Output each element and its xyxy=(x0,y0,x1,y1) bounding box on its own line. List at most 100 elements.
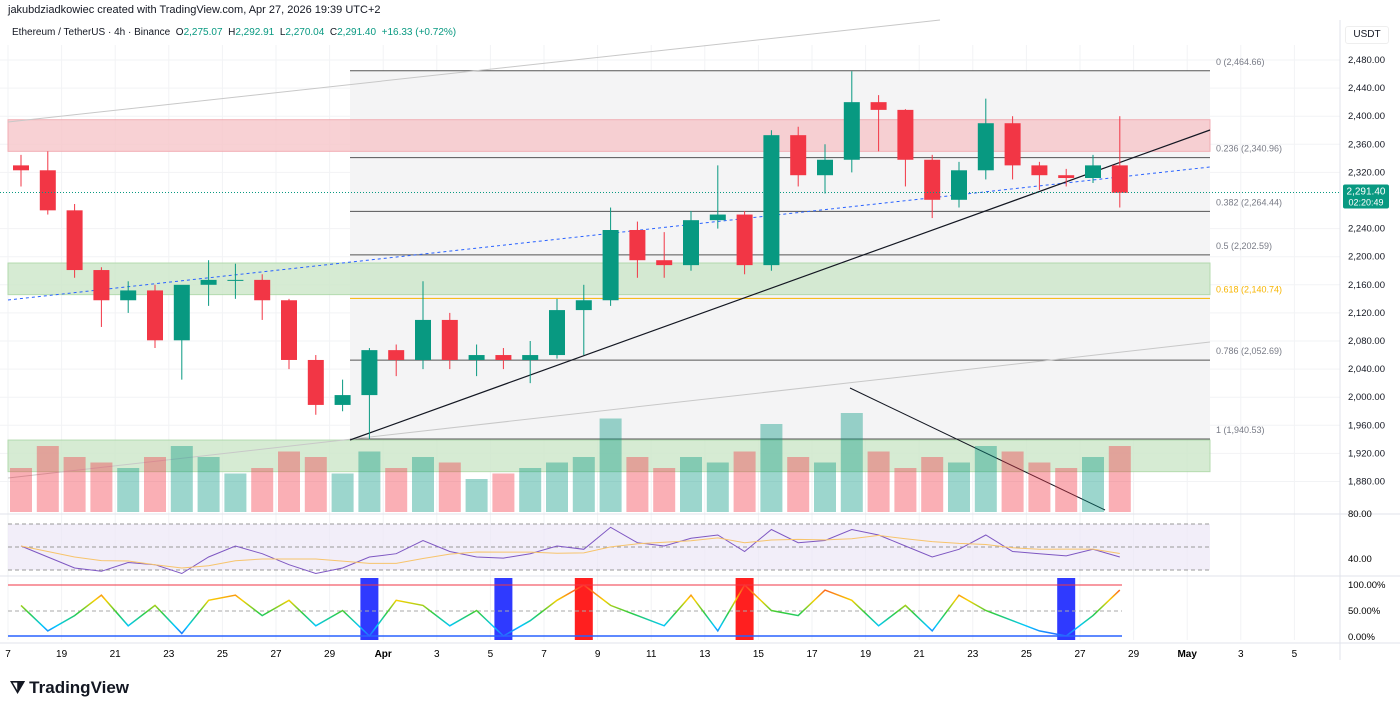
volume-bar xyxy=(90,462,113,512)
price-axis-label: 2,120.00 xyxy=(1348,308,1385,319)
volume-bar xyxy=(787,457,810,512)
low-label: L xyxy=(279,27,286,38)
fib-level-label: 0.786 (2,052.69) xyxy=(1216,346,1282,356)
candle-body xyxy=(1111,165,1128,193)
tradingview-logo: ⧩ TradingView xyxy=(10,678,129,698)
time-axis-label: 17 xyxy=(806,649,818,660)
stoch-axis-label: 50.00% xyxy=(1348,606,1381,617)
time-axis-label: 25 xyxy=(217,649,229,660)
time-axis-label: 21 xyxy=(110,649,122,660)
low-value: 2,270.04 xyxy=(285,27,325,38)
time-axis-label: May xyxy=(1177,649,1197,660)
volume-bar xyxy=(278,451,300,512)
volume-bar xyxy=(438,462,461,512)
close-value: 2,291.40 xyxy=(337,27,377,38)
change-value: +16.33 (+0.72%) xyxy=(381,27,457,38)
volume-bar xyxy=(894,468,917,512)
candle-body xyxy=(334,395,351,405)
time-axis-label: 29 xyxy=(1128,649,1140,660)
time-axis-label: 5 xyxy=(1292,649,1298,660)
candle-body xyxy=(575,300,592,311)
volume-bar xyxy=(733,451,756,512)
volume-bar xyxy=(1108,446,1131,512)
candle-body xyxy=(200,279,217,285)
candle-body xyxy=(441,319,458,360)
time-axis-label: 3 xyxy=(1238,649,1244,660)
price-axis-label: 2,360.00 xyxy=(1348,139,1385,150)
volume-bar xyxy=(117,468,140,512)
candle-body xyxy=(1058,175,1075,179)
time-axis-label: 21 xyxy=(914,649,926,660)
volume-bar xyxy=(519,468,542,512)
volume-bar xyxy=(412,457,434,512)
symbol-name[interactable]: Ethereum / TetherUS · 4h · Binance xyxy=(12,27,171,38)
time-axis-label: 29 xyxy=(324,649,336,660)
time-axis-label: 19 xyxy=(56,649,68,660)
currency-button[interactable]: USDT xyxy=(1345,26,1389,44)
volume-bar xyxy=(224,473,247,512)
volume-bar xyxy=(1001,451,1024,512)
stoch-axis-label: 0.00% xyxy=(1348,632,1375,643)
fib-level-label: 0.236 (2,340.96) xyxy=(1216,144,1282,154)
candle-body xyxy=(173,284,190,341)
volume-bar xyxy=(63,457,86,512)
candle-body xyxy=(629,230,646,261)
volume-bar xyxy=(304,457,327,512)
tv-logo-icon: ⧩ xyxy=(10,678,26,697)
price-axis-label: 2,040.00 xyxy=(1348,364,1385,375)
time-axis-label: 7 xyxy=(541,649,547,660)
open-value: 2,275.07 xyxy=(183,27,223,38)
volume-bar xyxy=(331,473,354,512)
time-axis-label: Apr xyxy=(375,649,392,660)
volume-bar xyxy=(385,468,408,512)
stoch-axis-label: 100.00% xyxy=(1348,580,1386,591)
rsi-ma-line xyxy=(20,534,1120,569)
time-axis-label: 27 xyxy=(1074,649,1086,660)
price-axis-label: 2,080.00 xyxy=(1348,336,1385,347)
price-axis-label: 2,400.00 xyxy=(1348,111,1385,122)
descending-trend-line xyxy=(849,387,1106,511)
candle-body xyxy=(817,159,833,176)
stoch-overbought-block xyxy=(735,578,754,640)
close-label: C xyxy=(329,27,338,38)
fib-level-label: 0.618 (2,140.74) xyxy=(1216,284,1282,294)
volume-bar xyxy=(680,457,702,512)
candle-body xyxy=(388,350,405,360)
last-price-badge xyxy=(1343,184,1389,209)
volume-bar xyxy=(10,468,32,512)
price-axis-label: 2,000.00 xyxy=(1348,392,1385,403)
volume-bar xyxy=(921,457,944,512)
high-label: H xyxy=(228,27,236,38)
volume-bar xyxy=(170,446,193,512)
rsi-line xyxy=(20,526,1120,575)
candle-body xyxy=(763,135,780,266)
candle-body xyxy=(1031,165,1048,176)
time-axis-label: 25 xyxy=(1021,649,1033,660)
fib-level-label: 0.382 (2,264.44) xyxy=(1216,197,1282,207)
rsi-axis-label: 80.00 xyxy=(1348,509,1372,520)
candle-body xyxy=(870,102,887,110)
candle-body xyxy=(897,109,914,160)
candle-body xyxy=(227,279,244,281)
volume-bar xyxy=(653,468,676,512)
time-axis-label: 5 xyxy=(488,649,494,660)
support-zone xyxy=(7,439,1211,473)
time-axis-label: 11 xyxy=(646,649,657,660)
fib-level-label: 0 (2,464.66) xyxy=(1216,57,1265,67)
stoch-rsi-line xyxy=(20,583,1121,638)
volume-bar xyxy=(492,473,515,512)
stoch-oversold-block xyxy=(360,578,379,640)
volume-bar xyxy=(358,451,381,512)
candle-body xyxy=(13,165,29,171)
candle-body xyxy=(39,170,56,211)
candle-body xyxy=(602,230,619,301)
volume-bar xyxy=(948,462,970,512)
volume-bar xyxy=(144,457,166,512)
stoch-overbought-block xyxy=(574,578,593,640)
logo-text: TradingView xyxy=(29,678,129,697)
volume-bar xyxy=(572,457,595,512)
resistance-zone xyxy=(7,119,1211,152)
price-axis-label: 1,960.00 xyxy=(1348,420,1385,431)
price-chart[interactable]: 0 (2,464.66) 0.236 (2,340.96) 0.382 (2,264… xyxy=(0,0,1400,670)
candle-body xyxy=(468,355,485,360)
